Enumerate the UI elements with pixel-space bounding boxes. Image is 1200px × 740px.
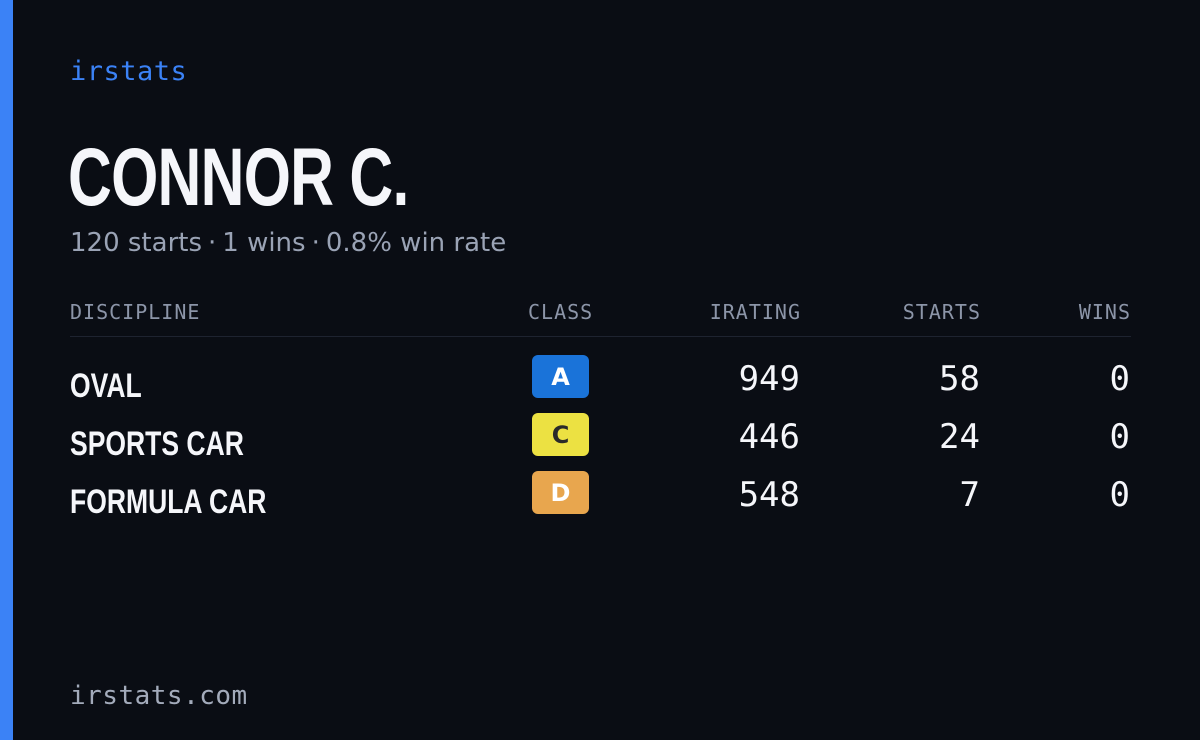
wins-value: 0 [1109,475,1130,515]
starts-value: 7 [959,475,980,515]
header-starts: STARTS [902,300,981,324]
irating-value: 949 [738,359,800,399]
class-badge: A [532,355,589,398]
table-row: FORMULA CAR D 548 7 0 [70,470,1131,528]
discipline-name: SPORTS CAR [70,425,244,463]
header-class: CLASS [528,300,594,324]
starts-value: 58 [939,359,980,399]
wins-value: 0 [1109,359,1130,399]
starts-summary: 120 starts [70,228,202,258]
table-body: OVAL A 949 58 0 SPORTS CAR C 446 24 0 FO… [70,354,1131,528]
wins-summary: 1 wins [222,228,306,258]
brand-logo-text: irstats [70,56,188,87]
header-irating: IRATING [709,300,801,324]
class-badge: D [532,471,589,514]
stats-table: DISCIPLINE CLASS IRATING STARTS WINS OVA… [70,296,1131,521]
header-wins: WINS [1078,300,1131,324]
win-rate-summary: 0.8% win rate [325,228,507,258]
table-row: SPORTS CAR C 446 24 0 [70,412,1131,470]
irating-value: 548 [738,475,800,515]
discipline-name: OVAL [70,367,142,405]
separator-dot: · [208,228,217,258]
footer-domain: irstats.com [70,681,248,711]
header-discipline: DISCIPLINE [70,300,201,324]
wins-value: 0 [1109,417,1130,457]
table-row: OVAL A 949 58 0 [70,354,1131,412]
discipline-name: FORMULA CAR [70,483,267,521]
accent-bar [0,0,13,740]
irating-value: 446 [738,417,800,457]
starts-value: 24 [939,417,980,457]
table-header: DISCIPLINE CLASS IRATING STARTS WINS [70,296,1131,337]
class-badge: C [532,413,589,456]
separator-dot: · [311,228,320,258]
player-name: CONNOR C. [68,132,409,223]
player-summary: 120 starts · 1 wins · 0.8% win rate [70,228,506,258]
